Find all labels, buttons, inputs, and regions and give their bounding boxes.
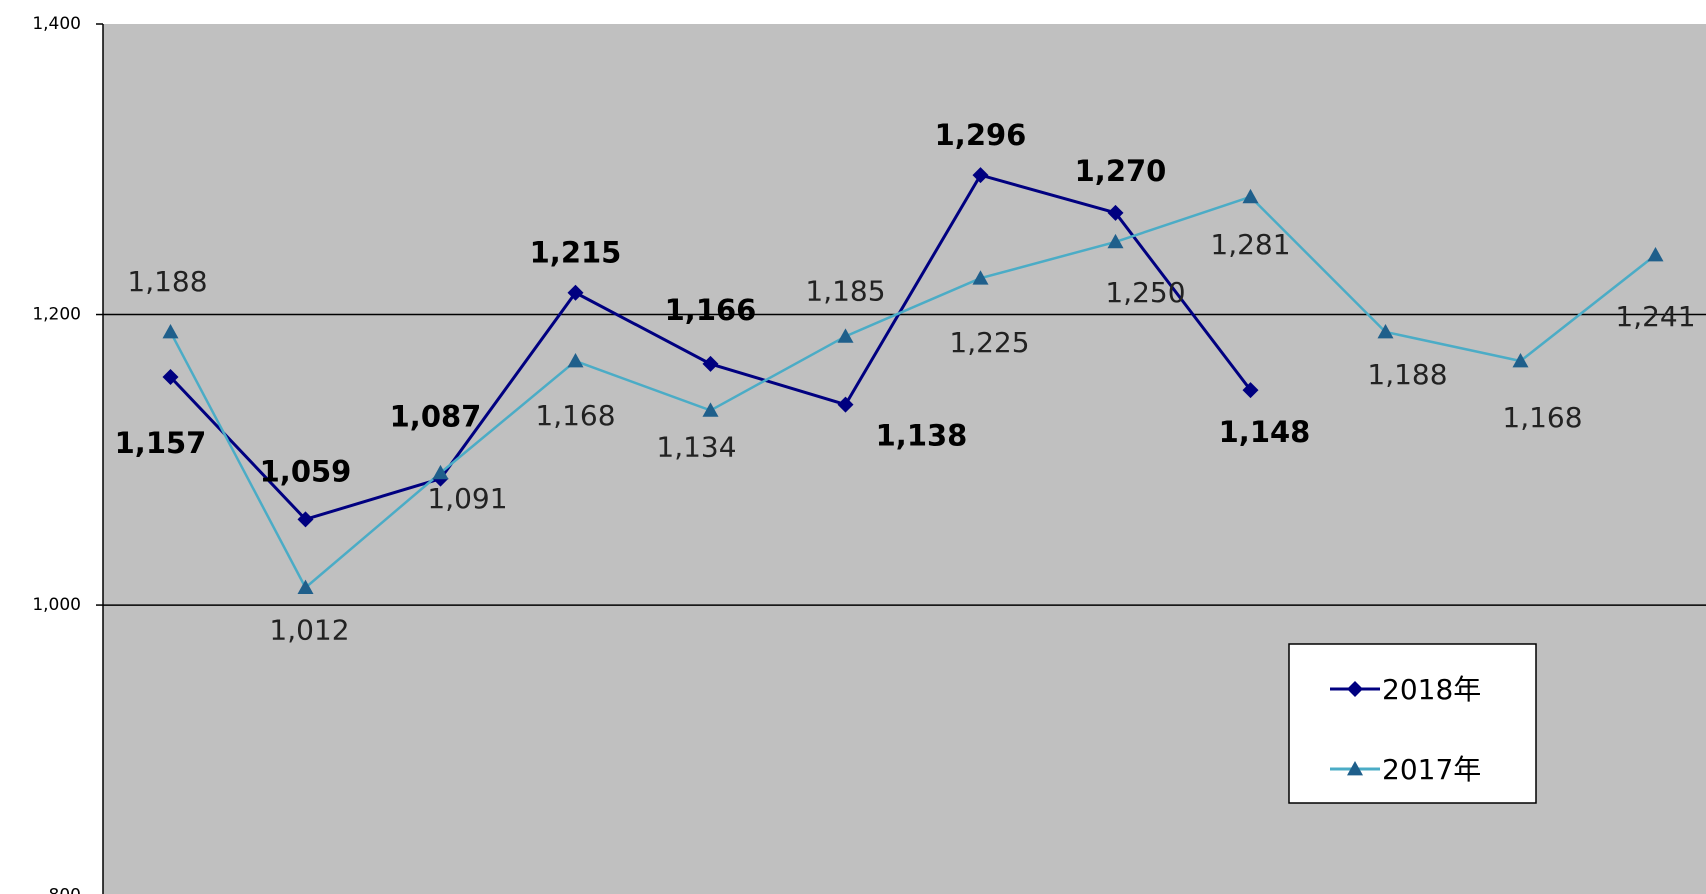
data-label: 1,059 — [260, 454, 352, 488]
data-point — [1512, 353, 1529, 368]
legend-box — [1288, 643, 1537, 804]
data-point — [702, 355, 719, 372]
y-tick-label: 1,200 — [32, 305, 81, 325]
legend-label: 2018年 — [1382, 673, 1481, 706]
data-label: 1,241 — [1615, 300, 1695, 333]
data-point — [1107, 233, 1124, 249]
y-tick-label: 1,000 — [32, 595, 81, 615]
legend-label: 2017年 — [1382, 753, 1481, 786]
data-label: 1,296 — [935, 118, 1027, 152]
data-label: 1,091 — [427, 482, 507, 515]
series: 1,157 1,059 1,087 1,215 1,166 1,138 1,296 1,270… — [115, 118, 1696, 647]
data-point — [972, 270, 989, 285]
data-label: 1,168 — [1502, 401, 1582, 434]
data-label: 1,188 — [127, 265, 207, 298]
data-point — [1107, 204, 1124, 221]
legend-marker — [1347, 761, 1363, 776]
legend: 2018年 2017年 — [1288, 643, 1537, 804]
data-point — [1647, 246, 1664, 262]
data-point — [567, 284, 584, 301]
y-tick-label: 800 — [49, 886, 81, 894]
data-label: 1,012 — [269, 614, 349, 647]
data-point — [162, 323, 179, 339]
data-label: 1,270 — [1075, 154, 1167, 188]
legend-marker — [1347, 681, 1363, 697]
data-label: 1,168 — [535, 399, 615, 432]
data-label: 1,185 — [805, 274, 885, 307]
data-label: 1,134 — [656, 430, 736, 463]
data-point — [972, 167, 989, 184]
data-label: 1,138 — [876, 419, 968, 453]
data-point — [702, 402, 719, 417]
data-point — [567, 353, 584, 368]
data-point — [432, 464, 449, 480]
data-point — [1377, 323, 1394, 339]
data-label: 1,148 — [1219, 415, 1311, 449]
data-label: 1,166 — [665, 293, 757, 327]
data-label: 1,250 — [1105, 276, 1185, 309]
data-label: 1,225 — [949, 326, 1029, 359]
data-label: 1,087 — [390, 400, 482, 434]
grid — [96, 23, 1706, 606]
data-label: 1,215 — [530, 236, 622, 270]
data-point — [837, 328, 854, 343]
data-point — [1242, 188, 1259, 204]
data-label: 1,188 — [1367, 358, 1447, 391]
data-point — [1242, 382, 1259, 399]
y-tick-label: 1,400 — [32, 14, 81, 34]
data-point — [162, 368, 179, 385]
data-point — [297, 579, 314, 595]
data-point — [297, 511, 314, 528]
data-point — [837, 396, 854, 413]
data-label: 1,157 — [115, 426, 207, 460]
data-label: 1,281 — [1210, 228, 1290, 261]
series-line — [169, 195, 1657, 590]
